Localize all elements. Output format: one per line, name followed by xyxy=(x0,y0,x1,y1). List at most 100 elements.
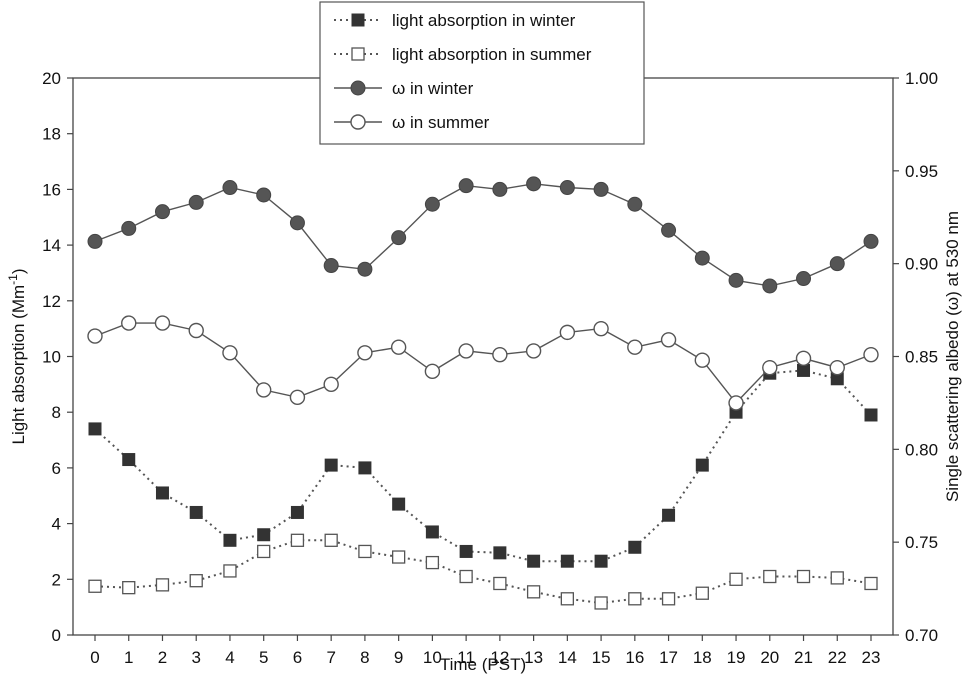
data-point xyxy=(88,579,102,593)
data-point xyxy=(290,505,304,519)
right-y-tick-label: 0.95 xyxy=(905,162,938,181)
left-y-tick-label: 2 xyxy=(52,570,61,589)
series-omega-in-summer xyxy=(87,315,879,411)
data-point xyxy=(188,322,204,339)
x-tick-label: 0 xyxy=(90,648,99,667)
data-point xyxy=(155,486,169,500)
ticks-layer: 024681012141618200.700.750.800.850.900.9… xyxy=(42,69,938,667)
data-point xyxy=(728,272,744,288)
x-tick-label: 23 xyxy=(862,648,881,667)
data-point xyxy=(425,555,440,570)
data-point xyxy=(358,461,372,475)
series-line xyxy=(94,539,872,605)
data-point xyxy=(289,215,305,231)
data-point xyxy=(324,458,338,472)
legend-entry: ω in winter xyxy=(334,79,474,98)
left-y-tick-label: 16 xyxy=(42,180,61,199)
data-point xyxy=(87,328,103,344)
data-point xyxy=(628,540,642,554)
data-point xyxy=(424,363,441,380)
x-tick-label: 9 xyxy=(394,648,403,667)
data-point xyxy=(188,194,204,210)
data-point xyxy=(864,408,878,422)
data-point xyxy=(526,176,542,192)
data-point xyxy=(694,352,711,368)
left-y-axis-title-sup: -1 xyxy=(6,274,20,285)
x-tick-label: 8 xyxy=(360,648,369,667)
legend-marker xyxy=(351,13,365,27)
right-y-tick-label: 0.90 xyxy=(905,255,938,274)
data-point xyxy=(391,230,407,246)
data-point xyxy=(594,596,608,610)
x-tick-label: 7 xyxy=(326,648,335,667)
data-point xyxy=(121,315,137,331)
x-tick-label: 12 xyxy=(490,648,509,667)
data-point xyxy=(762,278,778,294)
data-point xyxy=(256,187,272,203)
x-tick-label: 4 xyxy=(225,648,234,667)
data-point xyxy=(357,261,373,277)
data-point xyxy=(627,196,643,212)
data-point xyxy=(493,576,507,591)
data-point xyxy=(797,363,811,377)
data-point xyxy=(628,592,642,606)
data-point xyxy=(458,178,474,194)
x-tick-label: 15 xyxy=(592,648,611,667)
data-point xyxy=(796,271,812,287)
data-point xyxy=(155,578,170,592)
series-line xyxy=(94,322,872,404)
right-y-tick-label: 0.80 xyxy=(905,440,938,459)
x-tick-label: 18 xyxy=(693,648,712,667)
right-y-tick-label: 0.85 xyxy=(905,348,938,367)
data-point xyxy=(223,533,237,547)
series-light-absorption-in-summer xyxy=(88,533,878,610)
x-tick-label: 11 xyxy=(457,648,475,667)
data-point xyxy=(527,554,541,568)
right-y-tick-label: 0.70 xyxy=(905,626,938,645)
data-point xyxy=(222,345,238,361)
right-y-tick-label: 0.75 xyxy=(905,533,938,552)
data-point xyxy=(459,569,473,584)
series-line xyxy=(94,183,872,287)
legend-marker xyxy=(350,80,366,96)
data-point xyxy=(424,196,440,212)
data-point xyxy=(695,586,709,600)
legend-marker xyxy=(350,114,366,130)
right-y-tick-label: 1.00 xyxy=(905,69,938,88)
right-y-axis-title: Single scattering albedo (ω) at 530 nm xyxy=(943,211,962,502)
legend-box xyxy=(319,1,645,145)
data-point xyxy=(390,339,407,355)
data-point xyxy=(257,544,271,559)
plot-frame xyxy=(72,77,894,636)
data-point xyxy=(593,320,609,337)
data-point xyxy=(88,422,102,436)
series-light-absorption-in-winter xyxy=(88,363,878,568)
left-y-tick-label: 8 xyxy=(52,403,61,422)
x-tick-label: 17 xyxy=(659,648,678,667)
data-point xyxy=(829,256,845,272)
left-y-tick-label: 0 xyxy=(52,626,61,645)
data-point xyxy=(593,181,609,197)
data-point xyxy=(493,546,507,560)
left-y-axis-title-main: Light absorption (Mm xyxy=(9,285,28,445)
data-point xyxy=(559,324,576,341)
data-point xyxy=(154,315,171,331)
data-point xyxy=(122,581,136,595)
legend-label: light absorption in summer xyxy=(392,45,592,64)
left-y-tick-label: 14 xyxy=(42,236,61,255)
data-point xyxy=(829,359,845,376)
x-tick-label: 1 xyxy=(124,648,133,667)
left-y-tick-label: 6 xyxy=(52,459,61,478)
x-tick-label: 16 xyxy=(625,648,644,667)
x-tick-label: 13 xyxy=(524,648,543,667)
left-y-tick-label: 4 xyxy=(52,515,61,534)
data-point xyxy=(223,564,237,578)
data-point xyxy=(830,571,844,585)
data-point xyxy=(526,585,541,599)
data-point xyxy=(222,180,238,196)
data-point xyxy=(762,359,778,376)
left-y-tick-label: 20 xyxy=(42,69,61,88)
series-omega-in-winter xyxy=(87,176,879,294)
